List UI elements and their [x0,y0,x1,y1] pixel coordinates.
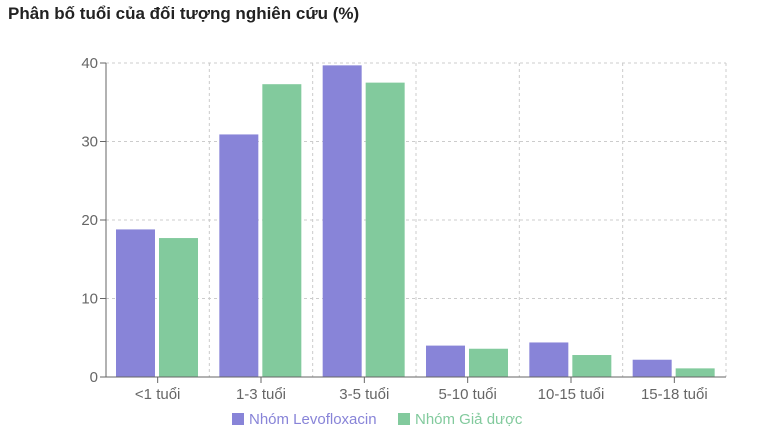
x-tick-label: 1-3 tuổi [236,386,286,403]
bar-series2 [159,238,198,377]
y-tick-label: 10 [81,291,98,308]
y-tick-label: 20 [81,212,98,229]
bar-series2 [572,355,612,377]
chart-title: Phân bố tuổi của đối tượng nghiên cứu (%… [8,4,360,23]
bar-series2 [365,82,405,377]
legend-swatch [398,413,410,425]
x-tick-label: 5-10 tuổi [438,386,496,403]
y-tick-label: 0 [90,369,98,386]
bar-series1 [322,65,362,377]
x-tick-label: <1 tuổi [135,386,180,403]
legend-swatch [232,413,244,425]
bar-series1 [426,345,465,377]
y-tick-label: 40 [81,55,98,72]
y-tick-label: 30 [81,134,98,151]
x-tick-label: 3-5 tuổi [339,386,389,403]
bar-series2 [469,348,508,377]
bar-series1 [116,229,155,377]
legend-label: Nhóm Levofloxacin [249,411,377,428]
bar-series1 [219,134,259,377]
x-tick-label: 10-15 tuổi [538,386,605,403]
bar-series2 [262,84,302,377]
legend-label: Nhóm Giả dược [415,411,523,428]
bar-series1 [529,342,569,377]
bar-series2 [675,368,715,377]
x-tick-label: 15-18 tuổi [641,386,708,403]
bar-series1 [632,359,672,377]
